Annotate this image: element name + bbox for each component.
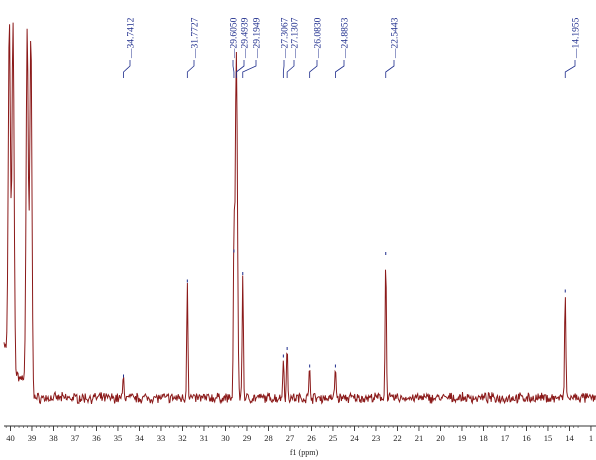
x-tick-label: 24 xyxy=(350,433,359,443)
peak-label-leader xyxy=(235,60,245,78)
peak-label-leader xyxy=(123,60,131,78)
x-tick-label: 15 xyxy=(544,433,553,443)
peak-label-leader xyxy=(186,60,195,78)
peak-labels-layer: —34.7412 —31.7727 —29.6050 —29.4939 —29.1949… xyxy=(123,17,582,78)
peak-label: —29.6050 xyxy=(230,17,240,59)
peak-label-leader xyxy=(282,60,285,78)
x-tick-label: 39 xyxy=(28,433,37,443)
peak-label: —27.3067 xyxy=(281,17,291,59)
x-axis-title: f1 (ppm) xyxy=(290,448,319,457)
x-tick-label: 14 xyxy=(565,433,574,443)
spectrum-trace xyxy=(3,22,596,405)
x-tick-label: 25 xyxy=(329,433,338,443)
x-tick-label: 40 xyxy=(6,433,15,443)
x-tick-label: 35 xyxy=(114,433,123,443)
peak-label: —14.1955 xyxy=(572,17,582,59)
peak-label: —34.7412 xyxy=(127,17,137,59)
spectrum-layer xyxy=(3,22,596,405)
x-tick-label: 32 xyxy=(178,433,187,443)
x-tick-label: 26 xyxy=(307,433,316,443)
peak-label: —22.5443 xyxy=(391,17,401,59)
x-axis: 40 39 38 37 36 35 34 33 32 31 30 29 28 27 26 25 24 23 22 21… xyxy=(4,425,596,443)
x-tick-label: 19 xyxy=(458,433,467,443)
peak-label: —31.7727 xyxy=(191,17,201,59)
x-tick-label: 28 xyxy=(264,433,273,443)
peak-label-leader xyxy=(309,60,318,78)
x-tick-label: 29 xyxy=(243,433,252,443)
x-tick-label: 27 xyxy=(286,433,295,443)
x-tick-label: 37 xyxy=(71,433,80,443)
x-tick-label: 36 xyxy=(92,433,101,443)
peak-label-leader xyxy=(335,60,345,78)
x-tick-label: 22 xyxy=(393,433,402,443)
x-tick-label: 16 xyxy=(522,433,531,443)
x-tick-label: 17 xyxy=(501,433,510,443)
x-tick-label: 1 xyxy=(589,433,593,443)
x-tick-label: 23 xyxy=(372,433,381,443)
x-tick-label: 33 xyxy=(157,433,166,443)
x-tick-label: 30 xyxy=(221,433,230,443)
x-tick-label: 21 xyxy=(415,433,424,443)
peak-label-leader xyxy=(242,60,257,78)
x-tick-label: 34 xyxy=(135,433,144,443)
peak-label-leader xyxy=(232,60,235,78)
peak-label: —27.1307 xyxy=(291,17,301,59)
peak-label: —29.1949 xyxy=(253,17,263,59)
x-tick-label: 18 xyxy=(479,433,488,443)
peak-label-leader xyxy=(286,60,295,78)
x-tick-label: 20 xyxy=(436,433,445,443)
peak-label: —26.0830 xyxy=(314,17,324,59)
peak-label: —29.4939 xyxy=(241,17,251,59)
x-tick-label: 38 xyxy=(49,433,58,443)
peak-label-leader xyxy=(385,60,395,78)
peak-label: —24.8853 xyxy=(341,17,351,59)
peak-label-leader xyxy=(564,60,576,78)
x-tick-label: 31 xyxy=(200,433,209,443)
